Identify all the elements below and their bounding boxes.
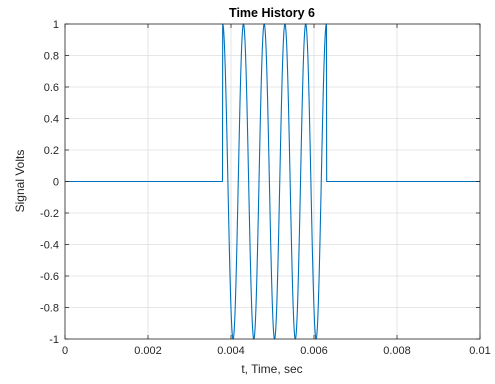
y-tick-label: 1: [53, 19, 59, 31]
signal-line: [64, 23, 481, 340]
x-tick-label: 0: [62, 345, 68, 357]
y-tick-label: -1: [49, 334, 59, 346]
x-tick-label: 0.004: [217, 345, 245, 357]
x-tick-label: 0.002: [134, 345, 162, 357]
x-tick-label: 0.008: [383, 345, 411, 357]
x-axis-label: t, Time, sec: [241, 362, 302, 376]
ticks: 0 0.002 0.004 0.006 0.008 0.01 -1 -0.8 -0.6 -0.4 -…: [40, 19, 491, 357]
plot-area: [64, 23, 481, 340]
y-tick-label: 0.4: [44, 114, 59, 126]
x-tick-label: 0.006: [300, 345, 328, 357]
y-tick-label: 0.6: [44, 82, 59, 94]
x-tick-label: 0.01: [469, 345, 490, 357]
y-tick-label: 0.2: [44, 145, 59, 157]
y-tick-label: -0.2: [40, 208, 59, 220]
grid-lines: [64, 23, 481, 340]
chart-title: Time History 6: [229, 6, 315, 20]
y-tick-label: -0.4: [40, 240, 59, 252]
y-tick-label: -0.8: [40, 303, 59, 315]
y-axis-label: Signal Volts: [13, 150, 27, 213]
y-tick-label: 0.8: [44, 51, 59, 63]
y-tick-label: -0.6: [40, 271, 59, 283]
y-tick-label: 0: [53, 177, 59, 189]
